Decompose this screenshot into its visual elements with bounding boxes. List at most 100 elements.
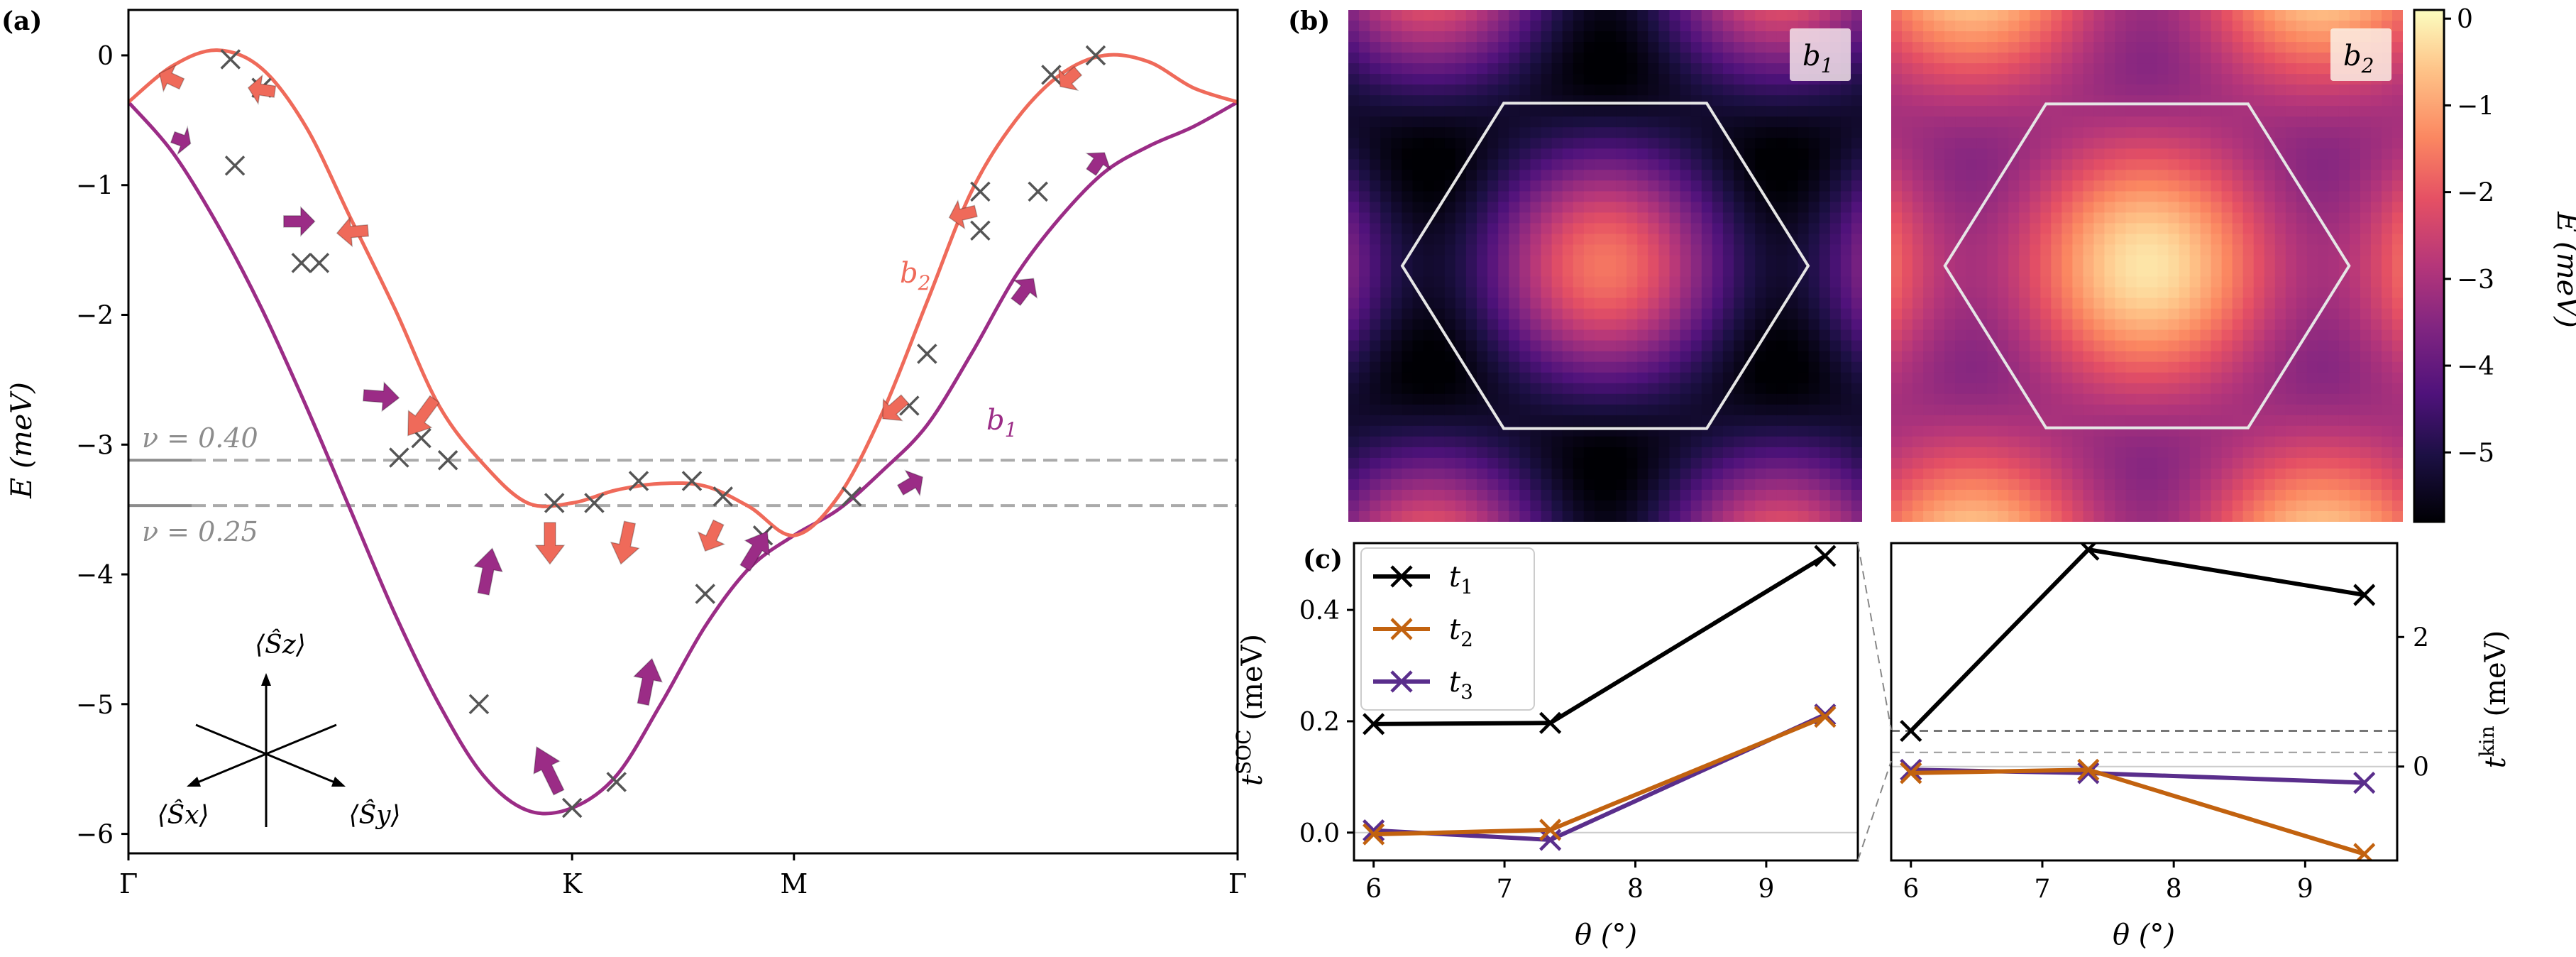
heatmap-cell <box>1637 436 1649 448</box>
heatmap-cell <box>2104 276 2116 288</box>
heatmap-cell <box>1722 266 1734 278</box>
heatmap-cell <box>1433 106 1446 117</box>
heatmap-cell <box>1380 383 1392 395</box>
heatmap-cell <box>2030 63 2042 75</box>
heatmap-cell <box>1348 393 1360 405</box>
heatmap-cell <box>2200 351 2212 363</box>
heatmap-cell <box>2104 180 2116 192</box>
heatmap-cell <box>2349 372 2361 384</box>
heatmap-cell <box>1829 393 1842 405</box>
heatmap-cell <box>2125 308 2137 320</box>
heatmap-cell <box>1808 340 1820 352</box>
heatmap-cell <box>1616 447 1627 459</box>
heatmap-cell <box>1944 478 1956 491</box>
heatmap-cell <box>2370 457 2382 469</box>
panel-a-yaxis: 0−1−2−3−4−5−6 <box>76 42 128 850</box>
heatmap-cell <box>2062 170 2074 182</box>
heatmap-cell <box>2200 447 2212 459</box>
heatmap-cell <box>1712 415 1724 427</box>
heatmap-cell <box>1808 212 1820 224</box>
heatmap-cell <box>1755 42 1767 53</box>
heatmap-cell <box>1902 21 1913 32</box>
heatmap-cell <box>1851 202 1862 214</box>
heatmap-cell <box>2392 191 2403 203</box>
x-stroke <box>220 49 241 70</box>
heatmap-cell <box>1616 10 1627 21</box>
heatmap-cell <box>1808 415 1820 427</box>
heatmap-cell <box>1680 53 1692 64</box>
heatmap-cell <box>1998 191 2009 203</box>
heatmap-cell <box>1477 351 1488 363</box>
heatmap-cell <box>2264 489 2276 501</box>
heatmap-cell <box>1851 106 1862 117</box>
heatmap-cell <box>2211 383 2223 395</box>
x-stroke <box>917 344 937 364</box>
heatmap-cell <box>1583 372 1595 384</box>
heatmap-cell <box>2382 393 2393 405</box>
heatmap-cell <box>1487 42 1499 53</box>
heatmap-cell <box>1998 202 2009 214</box>
heatmap-cell <box>2221 212 2233 224</box>
heatmap-cell <box>1690 351 1702 363</box>
heatmap-cell <box>1955 170 1966 182</box>
heatmap-cell <box>2200 53 2212 64</box>
heatmap-cell <box>1734 511 1745 522</box>
heatmap-cell <box>2062 383 2074 395</box>
heatmap-cell <box>1798 511 1810 522</box>
heatmap-cell <box>1934 393 1945 405</box>
heatmap-cell <box>1934 53 1945 64</box>
heatmap-cell <box>2274 447 2286 459</box>
heatmap-cell <box>1509 276 1521 288</box>
heatmap-cell <box>1701 255 1713 267</box>
heatmap-cell <box>2360 425 2372 437</box>
heatmap-cell <box>1423 468 1435 480</box>
heatmap-cell <box>1583 511 1595 522</box>
heatmap-cell <box>2392 244 2403 256</box>
heatmap-cell <box>1605 191 1617 203</box>
heatmap-cell <box>1902 276 1913 288</box>
heatmap-cell <box>2083 501 2095 512</box>
heatmap-cell <box>1616 287 1627 299</box>
heatmap-cell <box>1690 116 1702 128</box>
heatmap-cell <box>1944 287 1956 299</box>
heatmap-cell <box>1348 180 1360 192</box>
heatmap-cell <box>1944 489 1956 501</box>
heatmap-cell <box>1583 95 1595 106</box>
heatmap-cell <box>2040 116 2052 128</box>
heatmap-cell <box>1541 361 1553 373</box>
heatmap-cell <box>2093 31 2106 43</box>
heatmap-cell <box>1829 436 1842 448</box>
heatmap-cell <box>1787 340 1799 352</box>
heatmap-cell <box>2264 287 2276 299</box>
heatmap-cell <box>2211 244 2223 256</box>
heatmap-cell <box>2147 478 2159 491</box>
heatmap-cell <box>1658 138 1670 150</box>
heatmap-cell <box>2072 329 2084 341</box>
heatmap-cell <box>1840 383 1852 395</box>
heatmap-cell <box>1370 436 1382 448</box>
heatmap-cell <box>2338 468 2350 480</box>
heatmap-cell <box>2093 447 2106 459</box>
heatmap-cell <box>1487 148 1499 160</box>
heatmap-cell <box>1573 415 1585 427</box>
heatmap-cell <box>2125 372 2137 384</box>
heatmap-cell <box>2093 223 2106 235</box>
heatmap-cell <box>1658 95 1670 106</box>
x-marker <box>561 797 583 819</box>
heatmap-cell <box>1744 42 1756 53</box>
heatmap-cell <box>1819 287 1831 299</box>
heatmap-cell <box>1348 457 1360 469</box>
heatmap-cell <box>1412 138 1424 150</box>
heatmap-cell <box>2030 511 2042 522</box>
heatmap-cell <box>1680 138 1692 150</box>
x-marker <box>695 584 715 604</box>
heatmap-cell <box>1923 234 1934 246</box>
heatmap-cell <box>1934 106 1945 117</box>
panel-c-right-xlabel: θ (°) <box>2113 919 2175 951</box>
heatmap-cell <box>1808 138 1820 150</box>
heatmap-cell <box>2104 468 2116 480</box>
heatmap-cell <box>1722 116 1734 128</box>
heatmap-cell <box>1987 393 1998 405</box>
heatmap-cell <box>1423 84 1435 96</box>
heatmap-cell <box>1541 138 1553 150</box>
